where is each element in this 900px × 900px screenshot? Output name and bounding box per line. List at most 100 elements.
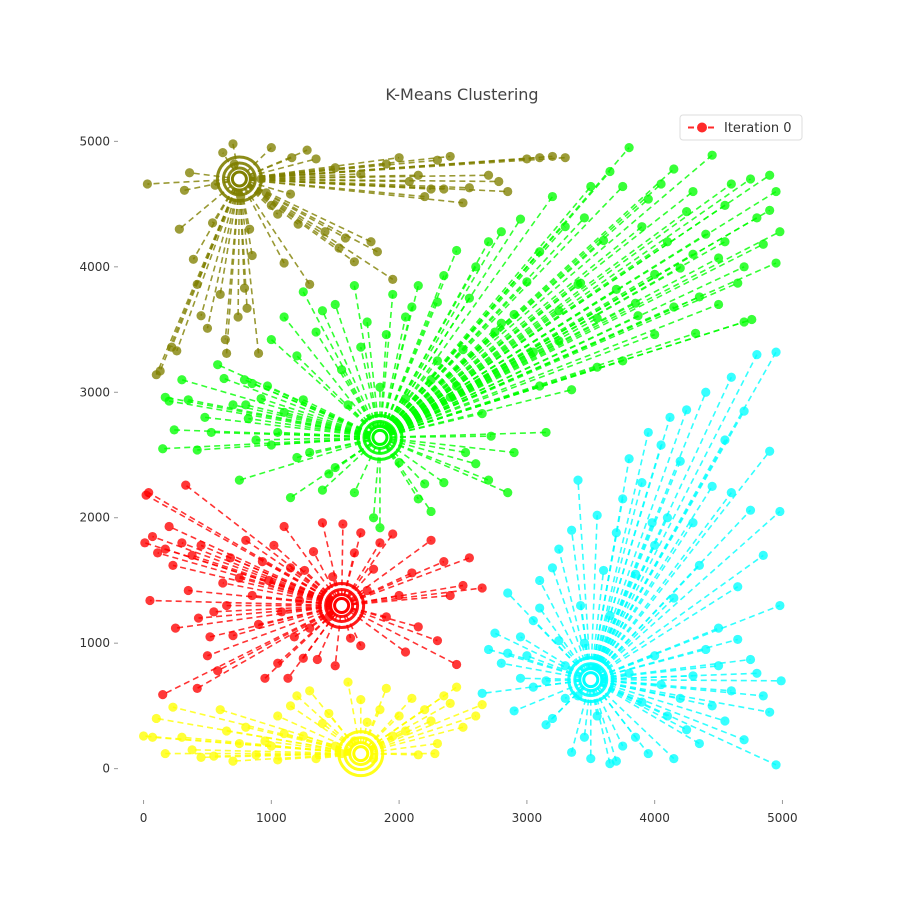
cluster-3-point-40	[420, 705, 429, 714]
cluster-4-point-52	[765, 708, 774, 717]
cluster-2-point-64	[458, 581, 467, 590]
cluster-3-point-17	[273, 711, 282, 720]
cluster-4-point-44	[752, 350, 761, 359]
cluster-1-point-60	[529, 348, 538, 357]
x-tick-label-3: 3000	[512, 811, 543, 825]
cluster-3-point-48	[478, 700, 487, 709]
cluster-4-point-63	[695, 739, 704, 748]
cluster-1-point-116	[292, 453, 301, 462]
cluster-4-point-61	[708, 701, 717, 710]
cluster-1-line-16	[256, 437, 380, 440]
cluster-4-line-48	[591, 511, 780, 679]
cluster-0-point-59	[267, 143, 276, 152]
cluster-1-point-39	[395, 458, 404, 467]
cluster-1-point-119	[280, 312, 289, 321]
cluster-2-point-12	[181, 481, 190, 490]
cluster-2-point-66	[478, 583, 487, 592]
cluster-2-point-45	[331, 661, 340, 670]
cluster-4-point-36	[701, 388, 710, 397]
cluster-4-point-38	[714, 624, 723, 633]
cluster-0-point-2	[156, 366, 165, 375]
cluster-1-point-47	[446, 393, 455, 402]
cluster-3-point-11	[228, 757, 237, 766]
cluster-1-point-54	[490, 327, 499, 336]
cluster-1-point-41	[407, 302, 416, 311]
cluster-2-point-41	[313, 655, 322, 664]
cluster-3-point-39	[414, 750, 423, 759]
cluster-4-point-69	[656, 680, 665, 689]
cluster-1-point-68	[580, 213, 589, 222]
cluster-1-point-3	[170, 425, 179, 434]
cluster-4-point-3	[497, 659, 506, 668]
cluster-1-point-73	[612, 285, 621, 294]
cluster-4-point-14	[567, 526, 576, 535]
cluster-0-point-46	[420, 192, 429, 201]
cluster-4-point-24	[625, 454, 634, 463]
cluster-3-point-6	[188, 745, 197, 754]
cluster-0-point-23	[245, 225, 254, 234]
cluster-0-line-36	[239, 179, 339, 248]
cluster-4-point-33	[682, 405, 691, 414]
cluster-4-point-64	[688, 671, 697, 680]
cluster-4-line-37	[591, 486, 712, 679]
cluster-2-point-19	[205, 632, 214, 641]
cluster-0-point-17	[222, 349, 231, 358]
cluster-1-point-35	[369, 513, 378, 522]
cluster-1-point-16	[251, 435, 260, 444]
x-tick-label-0: 0	[140, 811, 148, 825]
x-tick-label-4: 4000	[639, 811, 670, 825]
cluster-2-point-38	[300, 566, 309, 575]
cluster-3-point-1	[148, 733, 157, 742]
cluster-2-point-20	[209, 607, 218, 616]
cluster-3-point-45	[452, 682, 461, 691]
cluster-0-point-60	[254, 349, 263, 358]
cluster-2-point-23	[226, 553, 235, 562]
cluster-1-point-111	[375, 523, 384, 532]
cluster-2-point-10	[171, 624, 180, 633]
cluster-4-point-29	[656, 440, 665, 449]
cluster-1-point-99	[775, 227, 784, 236]
cluster-1-point-56	[503, 488, 512, 497]
cluster-3-point-7	[196, 753, 205, 762]
cluster-0-point-42	[382, 159, 391, 168]
cluster-1-point-18	[263, 381, 272, 390]
cluster-2-point-53	[382, 612, 391, 621]
cluster-4-point-43	[746, 506, 755, 515]
cluster-2-point-11	[177, 538, 186, 547]
cluster-0-point-5	[175, 225, 184, 234]
cluster-1-point-5	[184, 395, 193, 404]
cluster-0-line-17	[227, 179, 240, 353]
cluster-0-point-8	[189, 255, 198, 264]
cluster-4-point-51	[771, 760, 780, 769]
cluster-0-point-63	[439, 184, 448, 193]
cluster-4-point-81	[567, 748, 576, 757]
cluster-4-point-4	[503, 588, 512, 597]
cluster-1-point-65	[561, 222, 570, 231]
cluster-2-point-35	[283, 674, 292, 683]
cluster-0-point-58	[561, 153, 570, 162]
cluster-1-point-52	[478, 409, 487, 418]
cluster-4-point-48	[775, 507, 784, 516]
cluster-4-point-77	[605, 759, 614, 768]
cluster-1-point-86	[695, 292, 704, 301]
cluster-0-centroid	[232, 172, 246, 186]
cluster-1-point-10	[219, 374, 228, 383]
cluster-1-point-25	[305, 448, 314, 457]
cluster-2-line-23	[230, 558, 341, 606]
cluster-1-line-79	[380, 274, 655, 437]
cluster-4-point-56	[740, 735, 749, 744]
cluster-0-point-43	[395, 153, 404, 162]
cluster-1-line-74	[380, 187, 623, 438]
cluster-1-point-128	[593, 363, 602, 372]
cluster-4-point-16	[576, 601, 585, 610]
cluster-2-point-22	[218, 578, 227, 587]
cluster-2-point-25	[235, 573, 244, 582]
cluster-0-point-6	[180, 186, 189, 195]
cluster-0-point-16	[221, 335, 230, 344]
cluster-4-point-47	[771, 348, 780, 357]
cluster-3-point-4	[168, 703, 177, 712]
cluster-0-point-49	[446, 152, 455, 161]
cluster-1-point-64	[554, 336, 563, 345]
cluster-0-point-52	[484, 171, 493, 180]
